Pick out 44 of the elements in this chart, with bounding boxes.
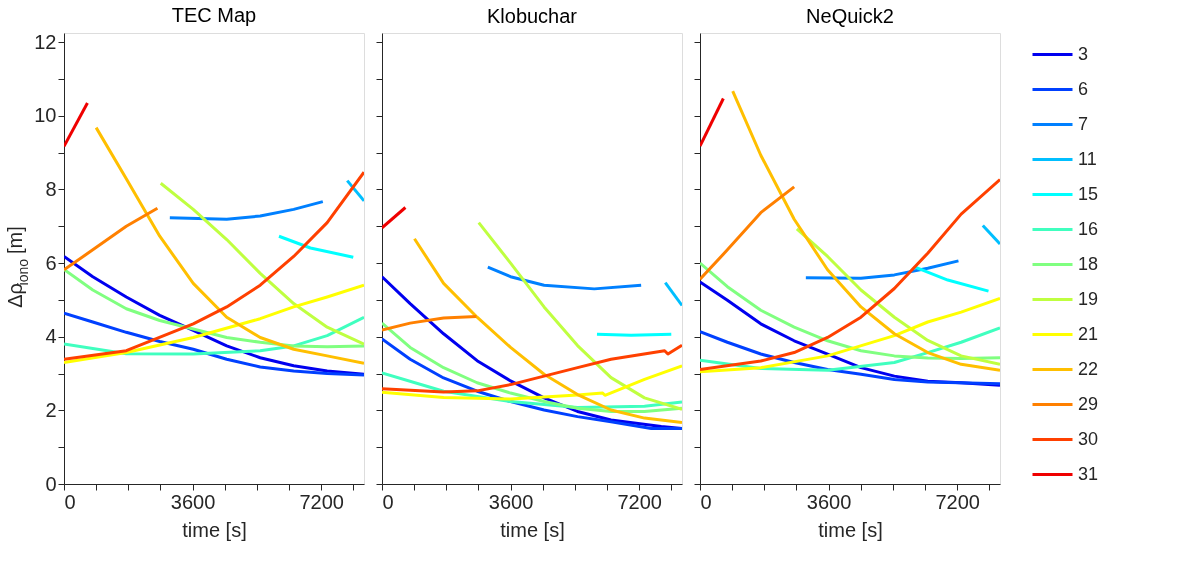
x-axis-title: time [s] [500,518,565,541]
x-tick-label: 7200 [617,490,662,513]
x-tick-label: 0 [64,490,76,513]
legend-label: 11 [1078,148,1097,169]
line-series [94,126,364,365]
y-tick-label: 6 [45,251,57,274]
x-axis-title: time [s] [182,518,247,541]
y-tick-label: 10 [34,104,57,127]
line-series [159,181,364,346]
chart-title: TEC Map [171,4,257,27]
legend-label: 31 [1078,463,1099,484]
x-tick-label: 3600 [488,490,534,513]
line-series [64,311,364,377]
legend-label: 3 [1078,43,1089,64]
legend-label: 15 [1078,183,1099,204]
legend-label: 21 [1078,323,1099,344]
legend-label: 7 [1078,113,1089,134]
y-tick-label: 2 [45,398,57,421]
line-series [64,170,364,361]
x-tick-label: 7200 [299,490,344,513]
y-tick-label: 12 [34,30,57,53]
line-series [64,283,364,365]
legend-label: 29 [1078,393,1099,414]
legend-label: 30 [1078,428,1099,449]
x-tick-label: 7200 [935,490,980,513]
x-tick-label: 3600 [170,490,216,513]
line-series [64,206,159,272]
y-tick-label: 0 [45,472,57,495]
x-tick-label: 0 [700,490,712,513]
legend-label: 22 [1078,358,1099,379]
x-tick-label: 0 [382,490,394,513]
y-tick-label: 4 [45,325,57,348]
y-tick-label: 8 [45,177,57,200]
line-series [64,267,364,349]
y-axis-title: Δρiono [m] [4,226,31,308]
legend-label: 6 [1078,78,1089,99]
chart-title: NeQuick2 [806,5,894,27]
x-tick-label: 3600 [806,490,852,513]
legend-label: 19 [1078,288,1099,309]
legend-label: 18 [1078,253,1099,274]
legend-label: 16 [1078,218,1099,239]
chart-title: Klobuchar [486,5,578,27]
line-series [168,200,325,221]
x-axis-title: time [s] [818,518,883,541]
